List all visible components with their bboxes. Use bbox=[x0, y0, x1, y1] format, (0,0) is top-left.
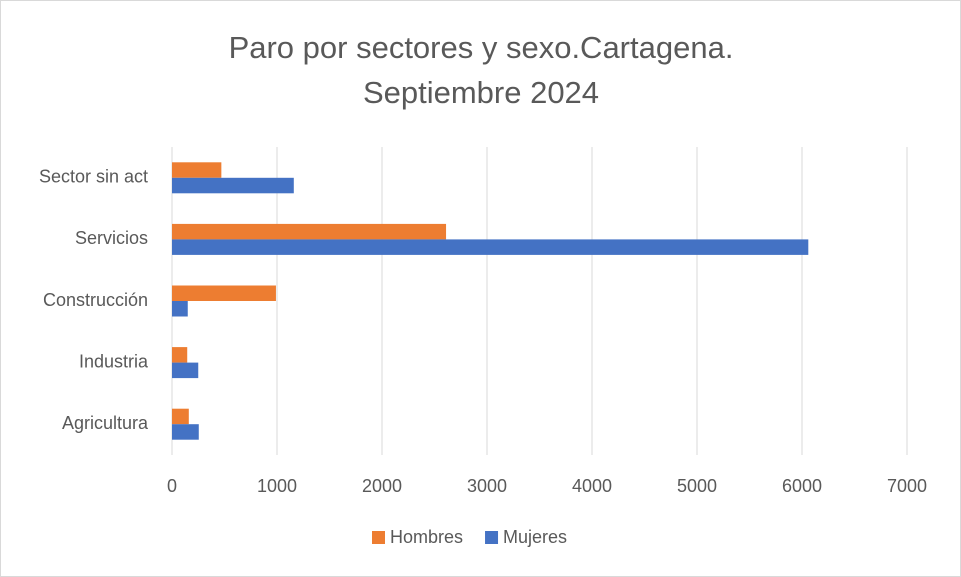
y-tick-label: Industria bbox=[79, 351, 149, 371]
x-tick-label: 4000 bbox=[572, 476, 612, 496]
bar bbox=[172, 347, 188, 363]
y-tick-label: Agricultura bbox=[62, 413, 149, 433]
x-tick-label: 6000 bbox=[782, 476, 822, 496]
bar bbox=[172, 301, 188, 317]
chart-title: Paro por sectores y sexo.Cartagena. bbox=[229, 30, 734, 65]
bar bbox=[172, 162, 222, 178]
bar bbox=[172, 177, 294, 194]
x-tick-label: 0 bbox=[167, 476, 177, 496]
x-tick-label: 2000 bbox=[362, 476, 402, 496]
bar bbox=[172, 239, 809, 255]
bar bbox=[172, 223, 447, 240]
y-tick-label: Sector sin act bbox=[39, 167, 148, 187]
y-tick-label: Servicios bbox=[75, 228, 148, 248]
bar bbox=[172, 424, 199, 440]
bar bbox=[172, 285, 276, 301]
legend-swatch bbox=[485, 531, 499, 544]
chart-title: Septiembre 2024 bbox=[363, 75, 599, 110]
x-tick-label: 3000 bbox=[467, 476, 507, 496]
bar bbox=[172, 362, 199, 379]
legend-swatch bbox=[372, 531, 385, 544]
x-tick-label: 7000 bbox=[887, 476, 927, 496]
legend-label: Mujeres bbox=[503, 527, 567, 547]
x-tick-label: 5000 bbox=[677, 476, 717, 496]
legend-label: Hombres bbox=[390, 527, 463, 547]
y-tick-label: Construcción bbox=[43, 290, 148, 310]
bar bbox=[172, 408, 189, 425]
x-tick-label: 1000 bbox=[257, 476, 297, 496]
